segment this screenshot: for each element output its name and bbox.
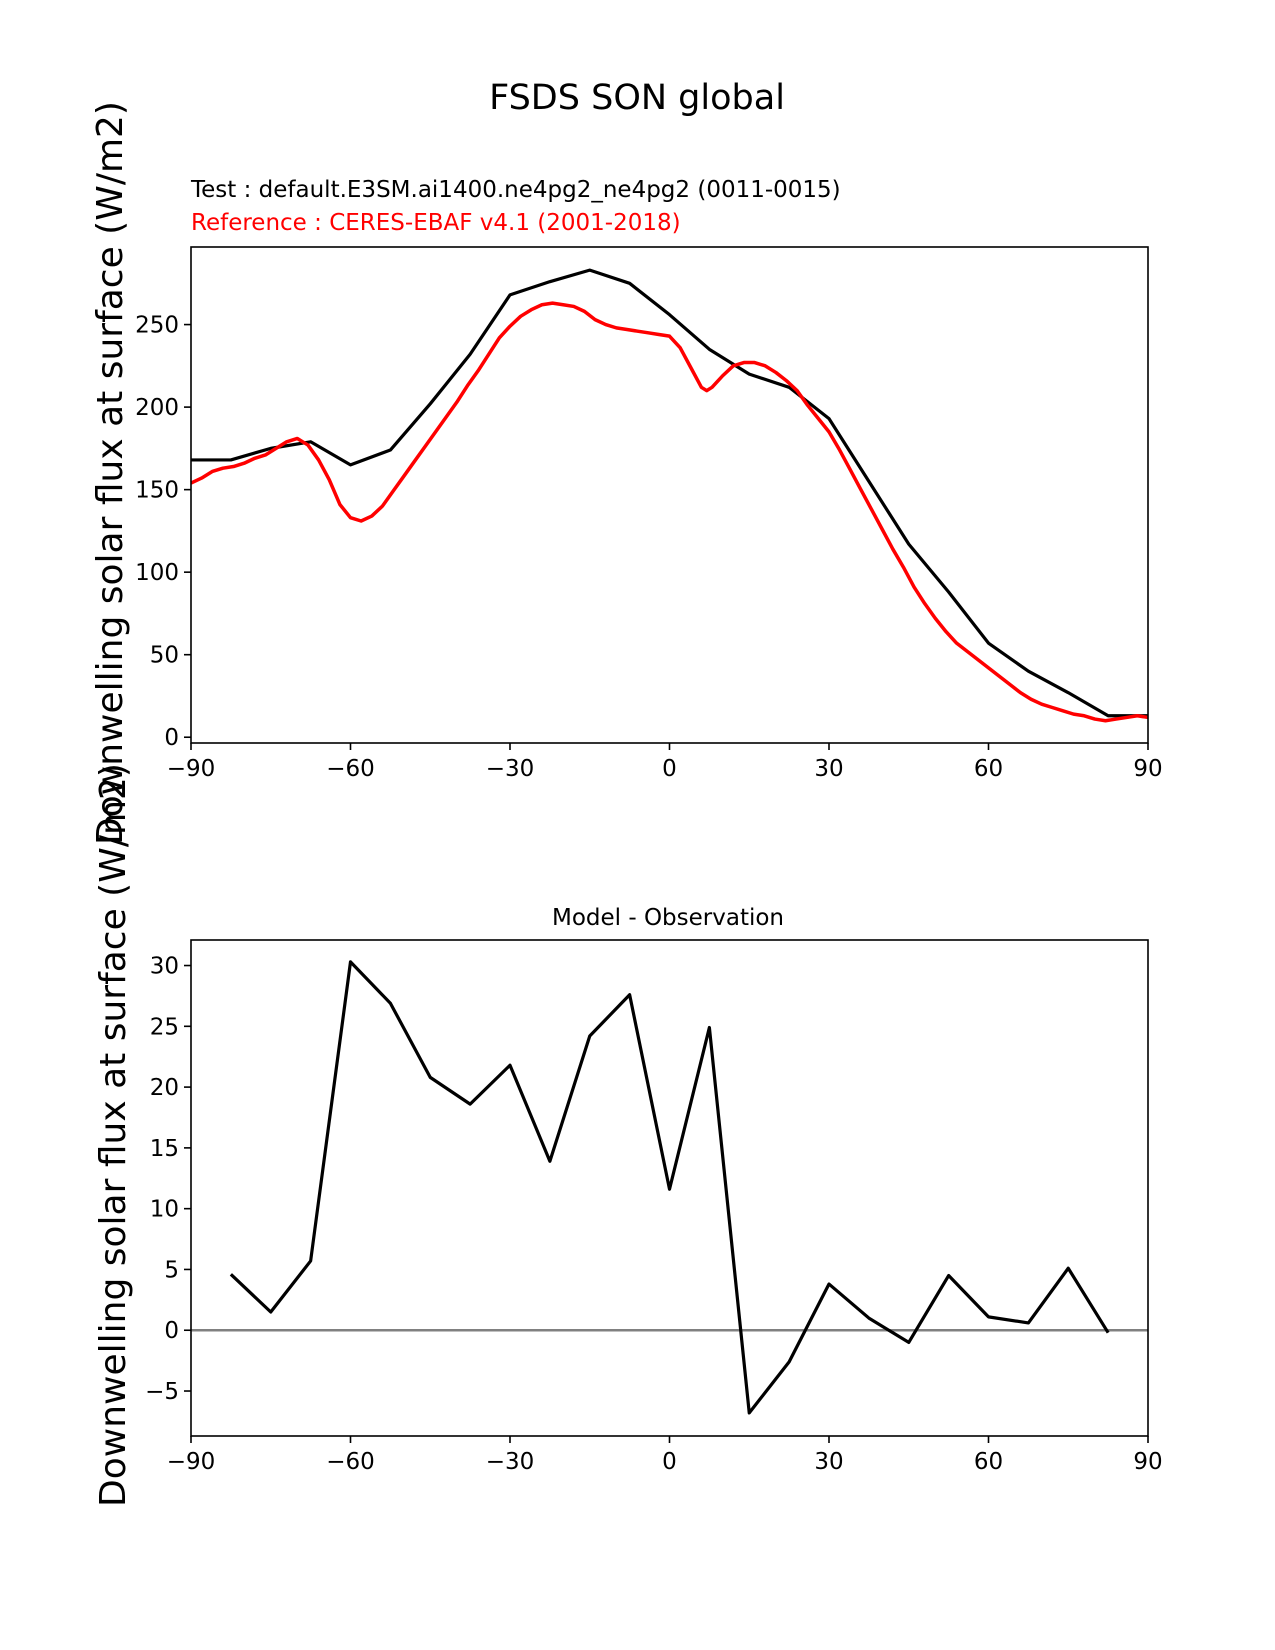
panel-model-minus-observation: −90 −60 −30 0 30 60 90 −5 0 5 10 15 20 25 30 — [145, 939, 1163, 1475]
top-x-tick-label: 90 — [1133, 756, 1162, 782]
top-y-tick-label: 50 — [150, 643, 179, 669]
bottom-y-tick-label: 5 — [164, 1257, 179, 1283]
top-test-line — [191, 268, 1148, 718]
bottom-y-tick-label: 25 — [150, 1014, 179, 1040]
top-x-tick-label: −90 — [167, 756, 216, 782]
bottom-y-tick-label: −5 — [145, 1379, 179, 1405]
figure-title: FSDS SON global — [489, 78, 785, 118]
bottom-y-axis-label: Downwelling solar flux at surface (W/m2) — [93, 763, 134, 1507]
top-x-tick-label: −60 — [326, 756, 375, 782]
bottom-y-tick-label: 30 — [150, 954, 179, 980]
top-y-tick-label: 150 — [135, 478, 179, 504]
bottom-x-tick-label: −60 — [326, 1449, 375, 1475]
reference-label: Reference : CERES-EBAF v4.1 (2001-2018) — [191, 210, 681, 236]
bottom-x-tick-label: 90 — [1133, 1449, 1162, 1475]
top-reference-line — [190, 301, 1149, 723]
top-y-tick-label: 200 — [135, 395, 179, 421]
panel-reference-vs-test: −90 −60 −30 0 30 60 90 0 50 100 150 200 250 — [135, 246, 1163, 782]
top-x-tick-label: −30 — [486, 756, 535, 782]
bottom-x-tick-label: 30 — [814, 1449, 843, 1475]
top-y-tick-label: 250 — [135, 313, 179, 339]
top-y-tick-label: 100 — [135, 560, 179, 586]
bottom-y-tick-label: 15 — [150, 1136, 179, 1162]
bottom-difference-line — [229, 960, 1110, 1415]
top-y-axis-label: Downwelling solar flux at surface (W/m2) — [90, 101, 131, 845]
bottom-x-tick-label: 0 — [662, 1449, 677, 1475]
bottom-x-tick-label: −30 — [486, 1449, 535, 1475]
top-y-tick-label: 0 — [164, 725, 179, 751]
bottom-y-tick-label: 0 — [164, 1318, 179, 1344]
top-x-tick-label: 30 — [814, 756, 843, 782]
bottom-y-tick-label: 10 — [150, 1197, 179, 1223]
top-x-tick-label: 0 — [662, 756, 677, 782]
test-label: Test : default.E3SM.ai1400.ne4pg2_ne4pg2… — [190, 177, 841, 203]
bottom-x-tick-label: −90 — [167, 1449, 216, 1475]
top-x-tick-label: 60 — [974, 756, 1003, 782]
bottom-y-tick-label: 20 — [150, 1075, 179, 1101]
bottom-panel-title: Model - Observation — [552, 905, 784, 931]
bottom-x-tick-label: 60 — [974, 1449, 1003, 1475]
